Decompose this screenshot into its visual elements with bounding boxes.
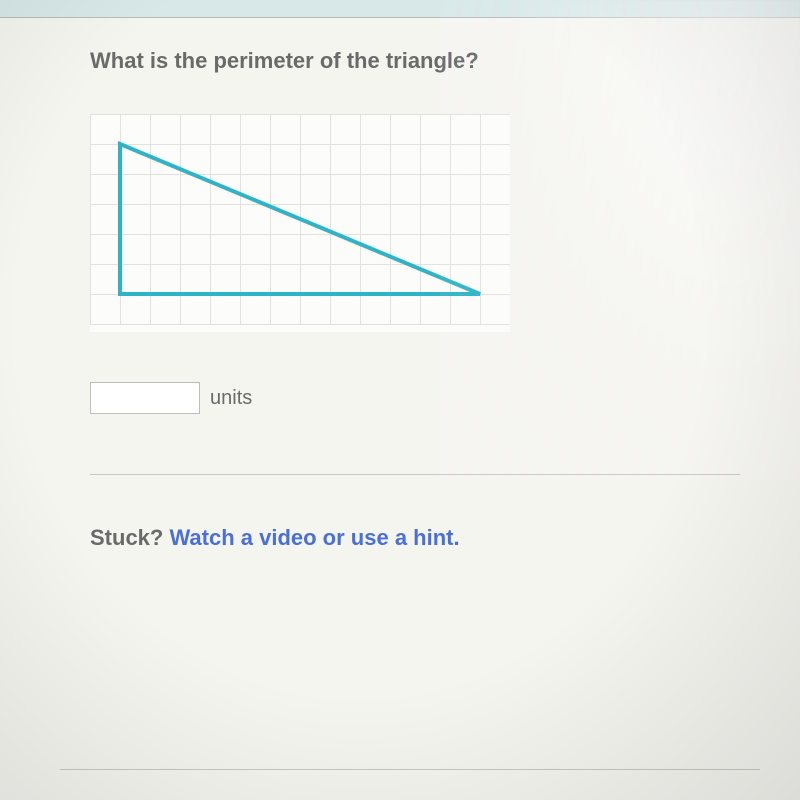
units-label: units	[210, 387, 252, 410]
stuck-row: Stuck? Watch a video or use a hint.	[90, 525, 740, 551]
hint-link[interactable]: Watch a video or use a hint.	[169, 525, 459, 550]
section-divider	[90, 474, 740, 475]
exercise-content: What is the perimeter of the triangle? u…	[0, 18, 800, 551]
triangle-diagram	[90, 114, 510, 332]
answer-row: units	[90, 382, 740, 414]
stuck-prefix: Stuck?	[90, 525, 169, 550]
window-top-bar	[0, 0, 800, 18]
diagram-svg	[90, 114, 510, 332]
answer-input[interactable]	[90, 382, 200, 414]
bottom-divider	[60, 769, 760, 770]
question-text: What is the perimeter of the triangle?	[90, 48, 740, 74]
